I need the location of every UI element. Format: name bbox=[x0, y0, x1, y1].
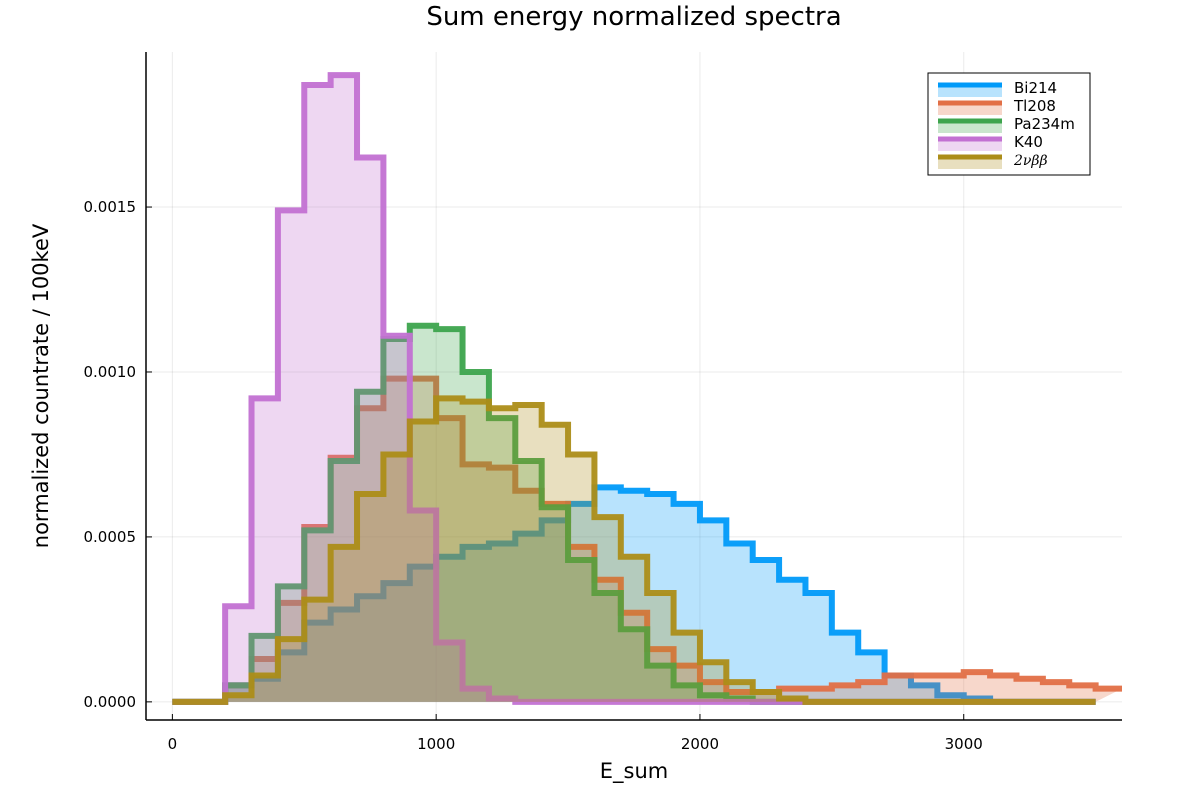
legend-item-2: Pa234m bbox=[938, 115, 1075, 133]
series-fill-3 bbox=[172, 75, 1096, 702]
x-axis-title: E_sum bbox=[600, 759, 668, 784]
x-tick-label: 3000 bbox=[945, 735, 983, 753]
axes-layer: 0 1000 2000 3000 0.0000 0.0005 0.0010 0.0015 bbox=[84, 52, 1122, 753]
legend-label: Tl208 bbox=[1013, 97, 1056, 115]
legend-label: Pa234m bbox=[1014, 115, 1075, 133]
legend-label: Bi214 bbox=[1014, 79, 1057, 97]
x-tick-label: 1000 bbox=[417, 735, 455, 753]
legend-item-3: K40 bbox=[938, 133, 1043, 151]
legend-item-0: Bi214 bbox=[938, 79, 1057, 97]
y-tick-label: 0.0000 bbox=[84, 693, 137, 711]
legend-item-1: Tl208 bbox=[938, 97, 1056, 115]
legend-label: K40 bbox=[1014, 133, 1043, 151]
series-fill-4 bbox=[172, 398, 1096, 702]
y-tick-label: 0.0015 bbox=[84, 198, 137, 216]
legend-label: 2νββ bbox=[1013, 153, 1048, 169]
chart-title: Sum energy normalized spectra bbox=[426, 2, 841, 32]
y-tick-label: 0.0005 bbox=[84, 528, 137, 546]
y-axis-title: normalized countrate / 100keV bbox=[29, 223, 53, 548]
series-fill-0 bbox=[172, 487, 1096, 702]
series-fill-2 bbox=[172, 325, 1096, 702]
series-4 bbox=[172, 395, 1096, 705]
series-layer bbox=[172, 72, 1123, 705]
legend-item-4: 2νββ bbox=[938, 153, 1048, 169]
y-tick-label: 0.0010 bbox=[84, 363, 137, 381]
series-line-4 bbox=[172, 395, 1096, 705]
x-tick-label: 0 bbox=[168, 735, 178, 753]
x-tick-label: 2000 bbox=[681, 735, 719, 753]
